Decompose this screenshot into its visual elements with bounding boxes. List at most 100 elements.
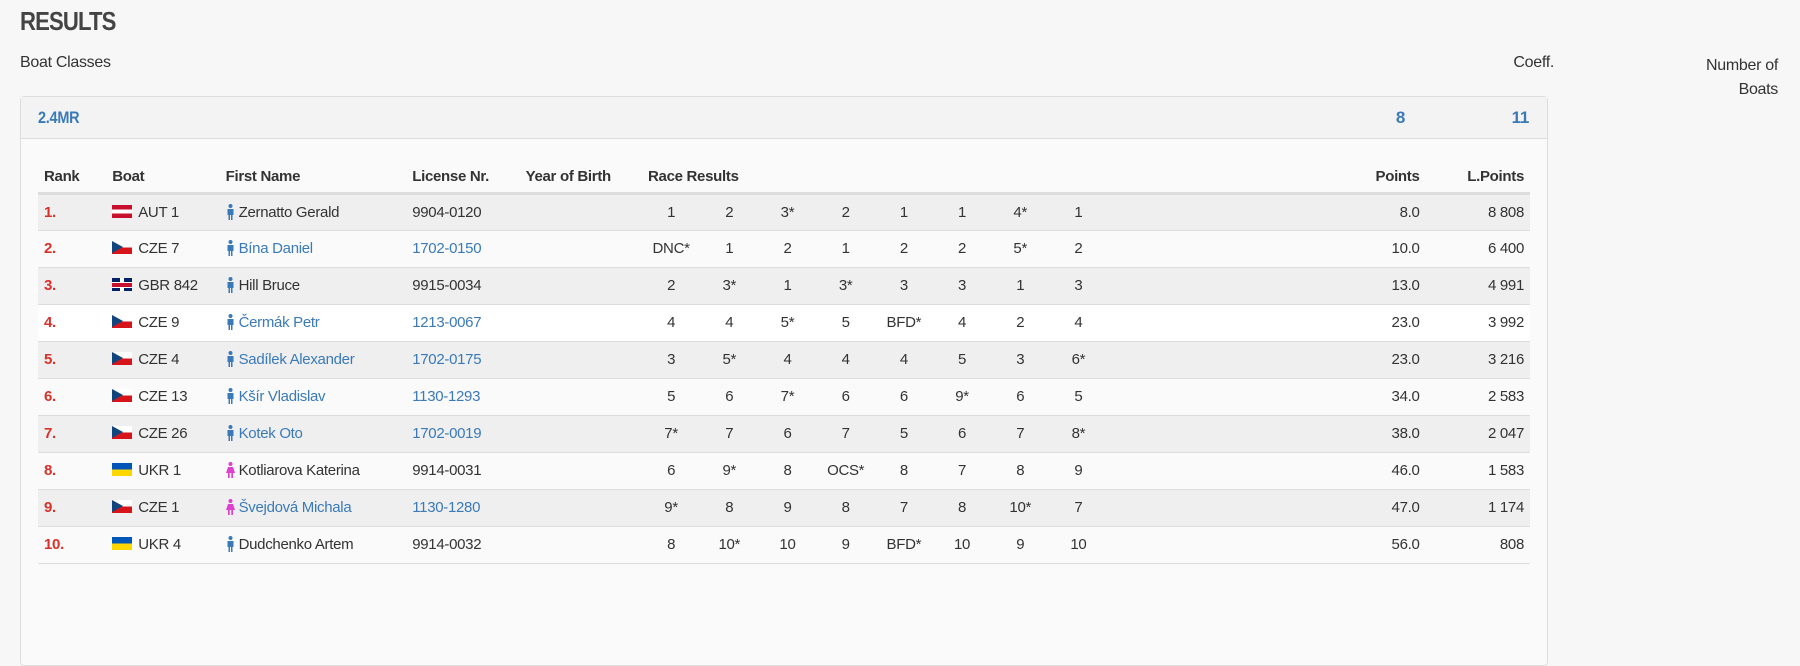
sailor[interactable]: Švejdová Michala	[219, 489, 407, 527]
race-result: 3*	[700, 267, 759, 305]
license-number: 9915-0034	[406, 267, 520, 305]
sailor-name[interactable]: Čermák Petr	[238, 314, 320, 331]
col-yob: Year of Birth	[519, 161, 642, 195]
boat-number: CZE 7	[138, 240, 180, 257]
sailor[interactable]: Sadílek Alexander	[219, 341, 407, 379]
race-result: 10	[932, 526, 992, 564]
page-title: RESULTS	[20, 6, 116, 36]
license-number[interactable]: 1702-0150	[406, 230, 520, 268]
boat-number: CZE 26	[138, 425, 188, 442]
race-result: 8	[991, 452, 1050, 490]
table-row[interactable]: 9. CZE 1 Švejdová Michala 1130-1280 9* 8 9…	[38, 489, 1530, 527]
sailor-name[interactable]: Bína Daniel	[238, 240, 314, 257]
race-result: 3	[1049, 267, 1108, 305]
race-result: 5*	[758, 304, 817, 342]
l-points: 8 808	[1425, 193, 1530, 231]
license-number[interactable]: 1702-0019	[406, 415, 520, 453]
race-result: 6	[991, 378, 1050, 416]
table-row[interactable]: 6. CZE 13 Kšír Vladislav 1130-1293 5 6 7* 6…	[38, 378, 1530, 416]
table-row[interactable]: 5. CZE 4 Sadílek Alexander 1702-0175 3 5*…	[38, 341, 1530, 379]
table-row[interactable]: 8. UKR 1 Kotliarova Katerina 9914-0031 6…	[38, 452, 1530, 490]
points: 38.0	[1329, 415, 1426, 453]
race-result: 1	[642, 193, 701, 231]
male-person-icon	[227, 425, 234, 441]
points: 34.0	[1329, 378, 1426, 416]
race-result: 1	[932, 193, 992, 231]
license-number[interactable]: 1130-1293	[406, 378, 520, 416]
sailor[interactable]: Čermák Petr	[219, 304, 407, 342]
year-of-birth	[519, 341, 642, 379]
license-number[interactable]: 1702-0175	[406, 341, 520, 379]
table-row[interactable]: 2. CZE 7 Bína Daniel 1702-0150 DNC* 1 2 1 2 2…	[38, 230, 1530, 268]
coeff-header: Coeff.	[1513, 54, 1554, 71]
race-result: 3	[932, 267, 992, 305]
female-person-icon	[225, 462, 235, 478]
cze-flag-icon	[112, 426, 133, 439]
race-result: 3	[991, 341, 1050, 379]
license-number[interactable]: 1130-1280	[406, 489, 520, 527]
table-row[interactable]: 1. AUT 1 Zernatto Gerald 9904-0120 1 2 3* 2…	[38, 193, 1530, 231]
race-result: 5	[874, 415, 933, 453]
license-number: 9914-0032	[406, 526, 520, 564]
license-number[interactable]: 1213-0067	[406, 304, 520, 342]
race-result: 7	[816, 415, 875, 453]
race-result: 1	[1049, 193, 1108, 231]
rank: 6.	[38, 378, 107, 416]
race-result: 4	[758, 341, 817, 379]
race-result: 6	[758, 415, 817, 453]
l-points: 4 991	[1425, 267, 1530, 305]
table-row[interactable]: 7. CZE 26 Kotek Oto 1702-0019 7* 7 6 7 5 6 7 8*…	[38, 415, 1530, 453]
table-row[interactable]: 10. UKR 4 Dudchenko Artem 9914-0032 8 10*…	[38, 526, 1530, 564]
boat-number: CZE 1	[138, 499, 180, 516]
sailor-name[interactable]: Švejdová Michala	[238, 499, 352, 516]
boat: CZE 7	[106, 230, 220, 268]
boat: GBR 842	[106, 267, 220, 305]
boat: CZE 9	[106, 304, 220, 342]
col-lpoints: L.Points	[1425, 161, 1530, 195]
l-points: 3 992	[1425, 304, 1530, 342]
boat-number: AUT 1	[138, 203, 179, 221]
race-result: 6	[816, 378, 875, 416]
race-result: 5*	[991, 230, 1050, 268]
rank: 7.	[38, 415, 107, 453]
boat: CZE 13	[106, 378, 220, 416]
boat-class-header[interactable]: 2.4MR 8 11	[21, 97, 1547, 139]
col-boat: Boat	[106, 161, 220, 195]
rank: 10.	[38, 526, 107, 564]
sailor-name[interactable]: Kotek Oto	[238, 425, 303, 442]
points: 56.0	[1329, 526, 1426, 564]
boat: UKR 1	[106, 452, 220, 490]
sailor[interactable]: Kotek Oto	[219, 415, 407, 453]
race-result: 5	[1049, 378, 1108, 416]
race-result: 6*	[1049, 341, 1108, 379]
boat-number: UKR 1	[138, 462, 181, 479]
sailor-name: Dudchenko Artem	[238, 536, 354, 553]
race-result: 5*	[700, 341, 759, 379]
race-result: 9*	[642, 489, 701, 527]
male-person-icon	[227, 388, 234, 404]
race-result: DNC*	[642, 230, 701, 268]
sailor[interactable]: Kšír Vladislav	[219, 378, 407, 416]
race-result: 10*	[991, 489, 1050, 527]
race-result: 8	[932, 489, 992, 527]
sailor[interactable]: Bína Daniel	[219, 230, 407, 268]
sailor: Kotliarova Katerina	[219, 452, 407, 490]
year-of-birth	[519, 489, 642, 527]
race-result: 9	[816, 526, 875, 564]
table-row[interactable]: 4. CZE 9 Čermák Petr 1213-0067 4 4 5* 5 BFD*…	[38, 304, 1530, 342]
results-table: Rank Boat First Name License Nr. Year of…	[38, 161, 1530, 564]
race-result: 2	[932, 230, 992, 268]
l-points: 1 583	[1425, 452, 1530, 490]
boat: UKR 4	[106, 526, 220, 564]
sailor-name[interactable]: Sadílek Alexander	[238, 351, 355, 368]
points: 10.0	[1329, 230, 1426, 268]
boat: CZE 26	[106, 415, 220, 453]
sailor: Dudchenko Artem	[219, 526, 407, 564]
l-points: 808	[1425, 526, 1530, 564]
boat-class-name[interactable]: 2.4MR	[38, 108, 80, 127]
rank: 2.	[38, 230, 107, 268]
race-result: 9	[1049, 452, 1108, 490]
number-of-boats-header: Number of Boats	[1706, 57, 1778, 98]
table-row[interactable]: 3. GBR 842 Hill Bruce 9915-0034 2 3* 1 3* 3 3…	[38, 267, 1530, 305]
sailor-name[interactable]: Kšír Vladislav	[238, 388, 326, 405]
